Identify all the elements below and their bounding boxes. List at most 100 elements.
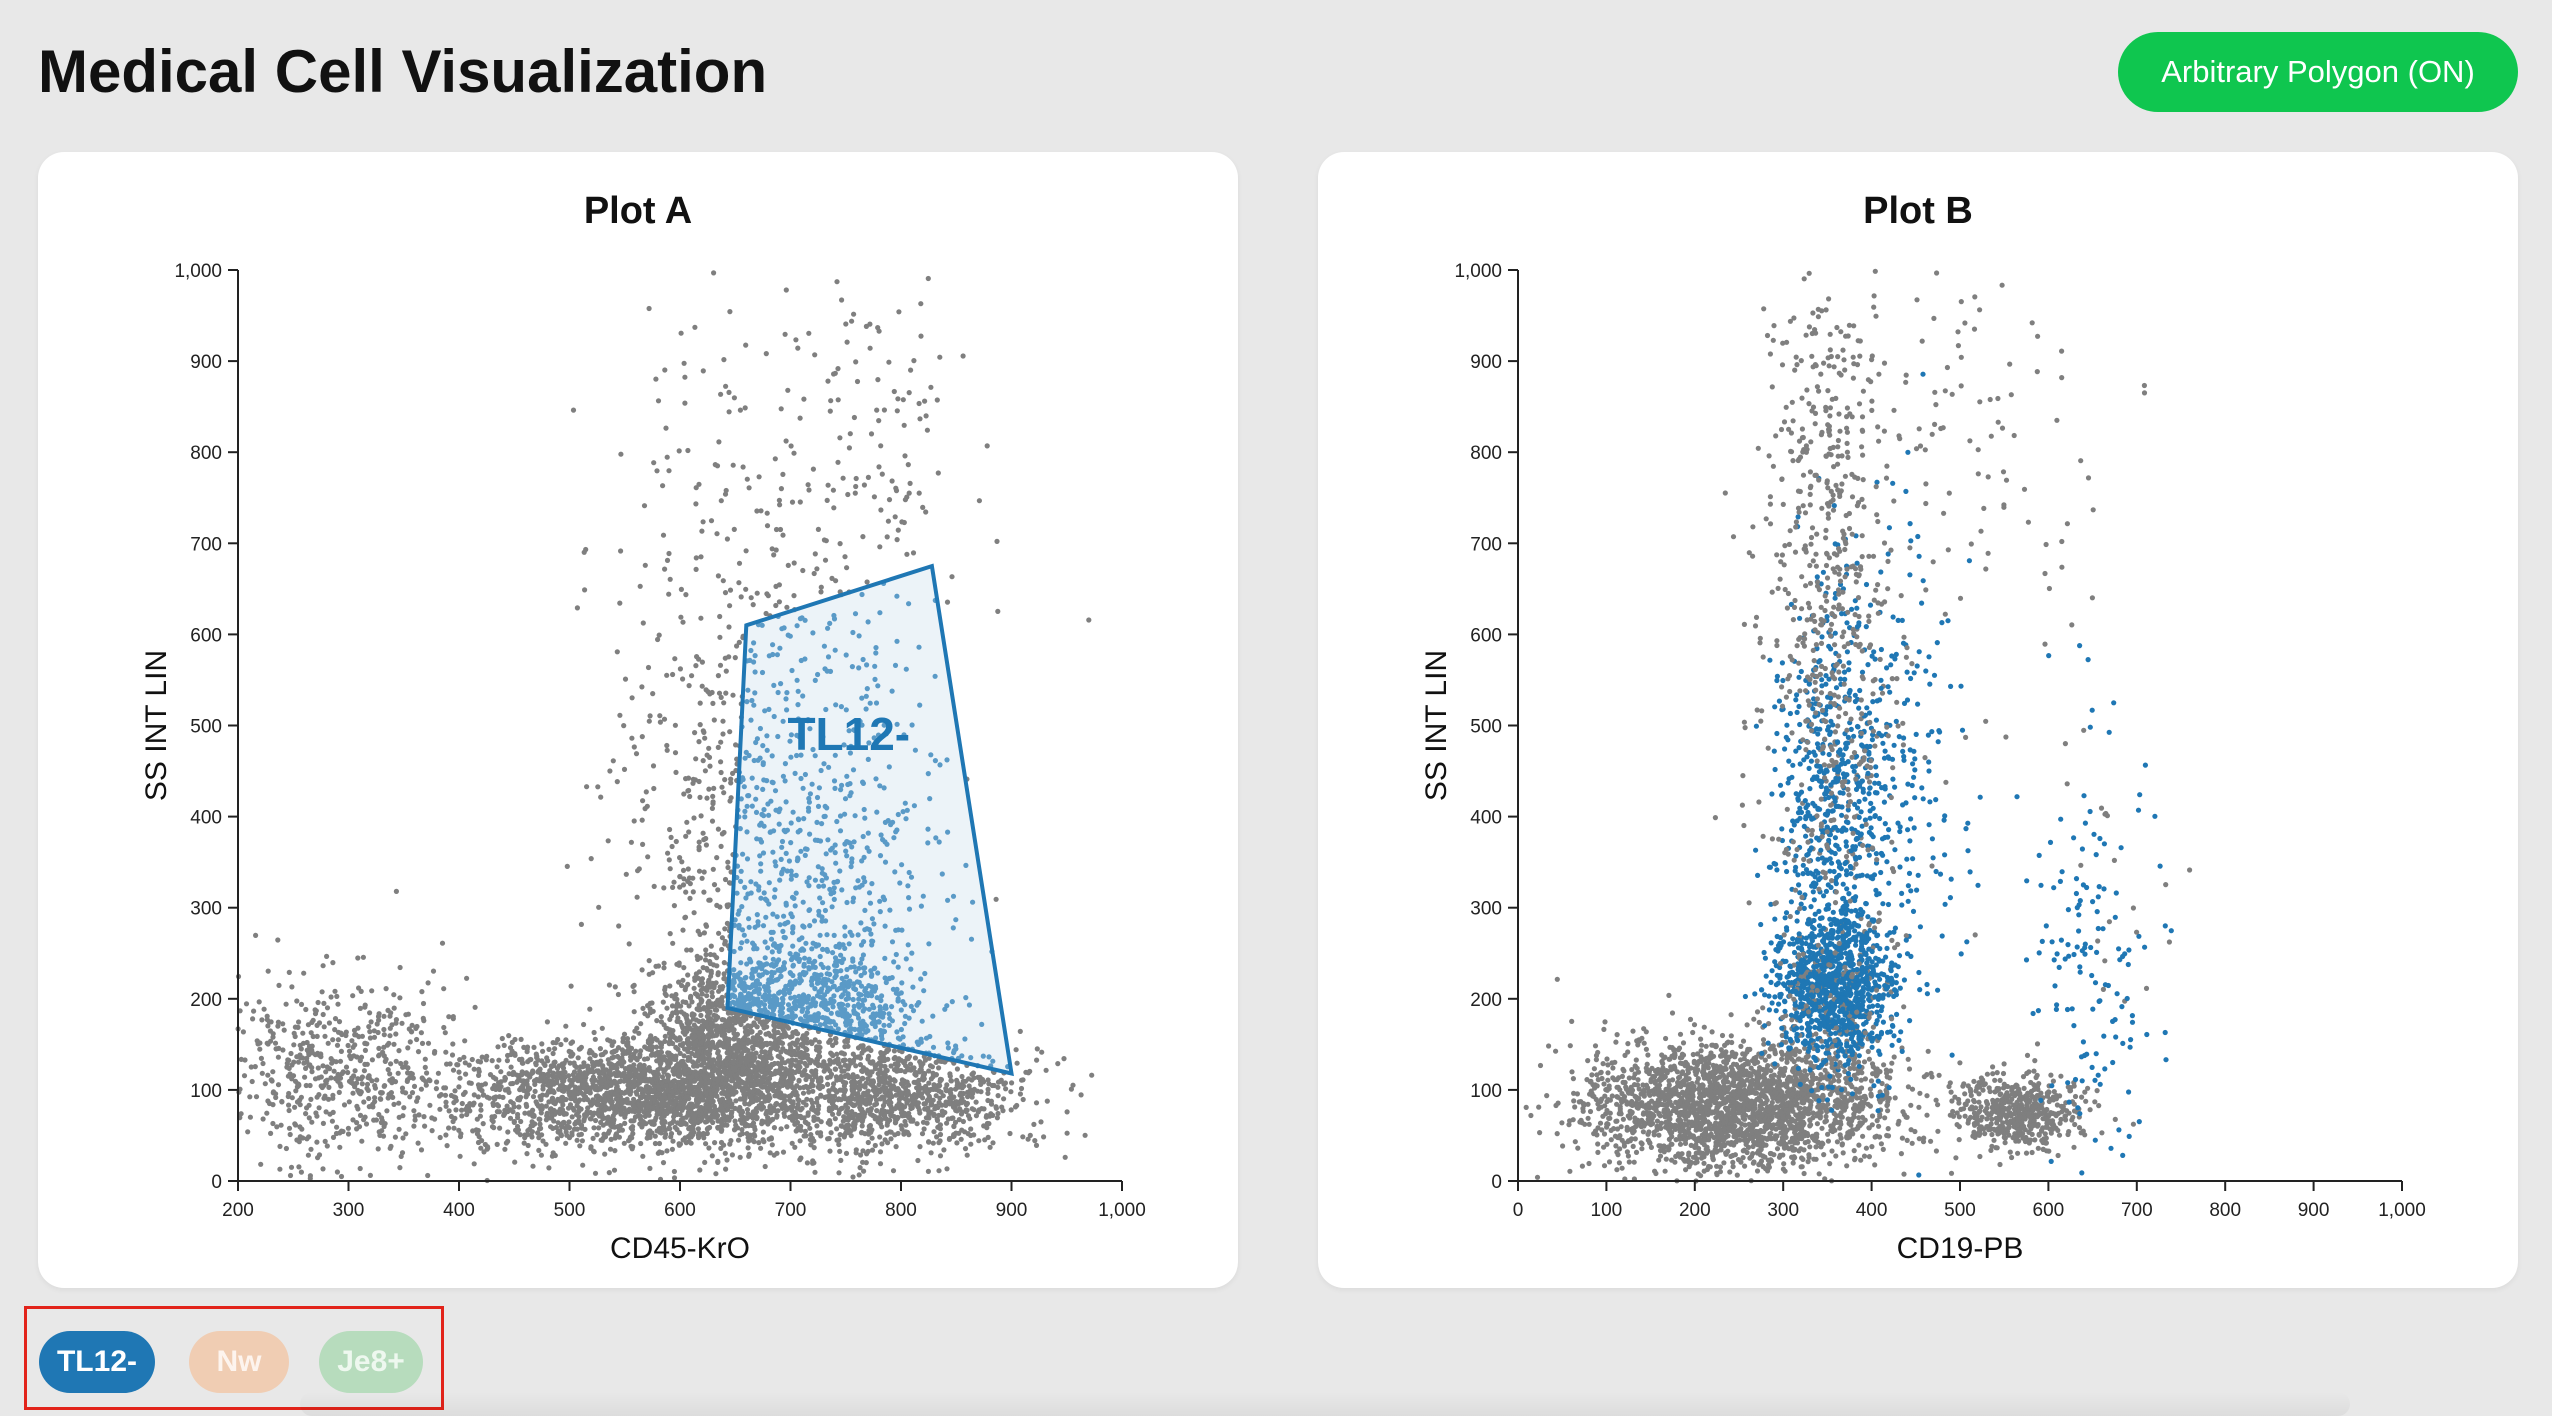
data-point (607, 768, 613, 774)
data-point (364, 1041, 370, 1047)
arbitrary-polygon-toggle-button[interactable]: Arbitrary Polygon (ON) (2118, 32, 2518, 112)
data-point (660, 1160, 667, 1166)
data-point (396, 1048, 402, 1054)
data-point (705, 1035, 712, 1041)
data-point (270, 1031, 276, 1037)
data-point (357, 1091, 363, 1097)
data-point (434, 1079, 440, 1085)
data-point (631, 1066, 637, 1072)
data-point (822, 1094, 828, 1100)
data-point (495, 1044, 501, 1050)
data-point (534, 1076, 540, 1083)
data-point (764, 1040, 770, 1046)
data-point (367, 1010, 373, 1016)
data-point (838, 1157, 844, 1163)
data-point (962, 1146, 969, 1152)
data-point (332, 988, 338, 994)
data-point (695, 1126, 702, 1132)
data-point (808, 1097, 814, 1103)
data-point (771, 1108, 777, 1114)
data-point (387, 1071, 393, 1077)
data-point (707, 1047, 713, 1053)
data-point (578, 1131, 585, 1137)
data-point (913, 1069, 919, 1076)
data-point (639, 1078, 646, 1084)
data-point (415, 1140, 421, 1146)
data-point (636, 1030, 642, 1036)
data-point (571, 1076, 577, 1082)
data-point (812, 1169, 818, 1175)
data-point (671, 1118, 677, 1124)
data-point (309, 1119, 315, 1125)
data-point (314, 1113, 320, 1119)
data-point (619, 1106, 626, 1112)
data-point (640, 1064, 646, 1070)
data-point (358, 1054, 365, 1060)
data-point (538, 1125, 544, 1131)
data-point (676, 1141, 682, 1147)
data-point (576, 1085, 582, 1091)
data-point (564, 863, 570, 870)
data-point (265, 968, 271, 974)
data-point (449, 1052, 456, 1058)
data-point (478, 1102, 484, 1108)
data-point (983, 1114, 989, 1120)
data-point (457, 1057, 463, 1063)
data-point (538, 1152, 544, 1158)
data-point (696, 1006, 702, 1012)
data-point (448, 1092, 454, 1099)
data-point (334, 1169, 340, 1175)
data-point (321, 1024, 327, 1030)
data-point (964, 1107, 970, 1113)
data-point (318, 1074, 324, 1080)
data-point (294, 998, 300, 1004)
data-point (320, 1120, 326, 1126)
data-point (388, 1077, 394, 1083)
data-point (405, 1045, 411, 1051)
data-point (713, 1171, 719, 1177)
data-point (718, 739, 724, 745)
data-point (418, 1030, 424, 1036)
data-point (877, 1096, 884, 1102)
data-point (516, 1104, 522, 1110)
data-point (479, 1054, 485, 1060)
data-point (319, 989, 325, 995)
data-point (1013, 1047, 1019, 1053)
data-point (666, 1041, 672, 1047)
data-point (391, 992, 397, 998)
data-point (350, 993, 356, 999)
data-point (964, 1152, 970, 1158)
data-point (250, 1016, 256, 1022)
data-point (450, 1014, 456, 1020)
data-point (520, 1060, 526, 1066)
data-point (877, 1066, 883, 1073)
data-point (764, 1085, 770, 1092)
data-point (804, 1073, 810, 1079)
data-point (884, 1048, 890, 1054)
data-point (583, 1113, 589, 1119)
data-point (369, 1057, 375, 1063)
data-point (688, 1140, 694, 1146)
data-point (994, 1115, 1001, 1121)
data-point (1086, 617, 1092, 623)
plot-a-chart[interactable]: TL12-200 300 400 500 600 700 800 900 1,000010020… (38, 152, 1238, 1288)
data-point (958, 1097, 964, 1104)
data-point (857, 1165, 863, 1171)
data-point (696, 1107, 703, 1113)
data-point (286, 1102, 292, 1108)
data-point (795, 1064, 801, 1070)
data-point (890, 1168, 897, 1174)
data-point (789, 1140, 795, 1146)
data-point (368, 1019, 374, 1025)
data-point (580, 1162, 586, 1168)
data-point (936, 1065, 942, 1071)
data-point (682, 1068, 688, 1074)
data-point (355, 955, 361, 961)
data-point (1033, 1100, 1040, 1106)
data-point (612, 984, 618, 990)
data-point (247, 1114, 253, 1120)
data-point (853, 483, 859, 490)
data-point (589, 1077, 595, 1083)
data-point (560, 1065, 567, 1071)
data-point (443, 1099, 449, 1105)
